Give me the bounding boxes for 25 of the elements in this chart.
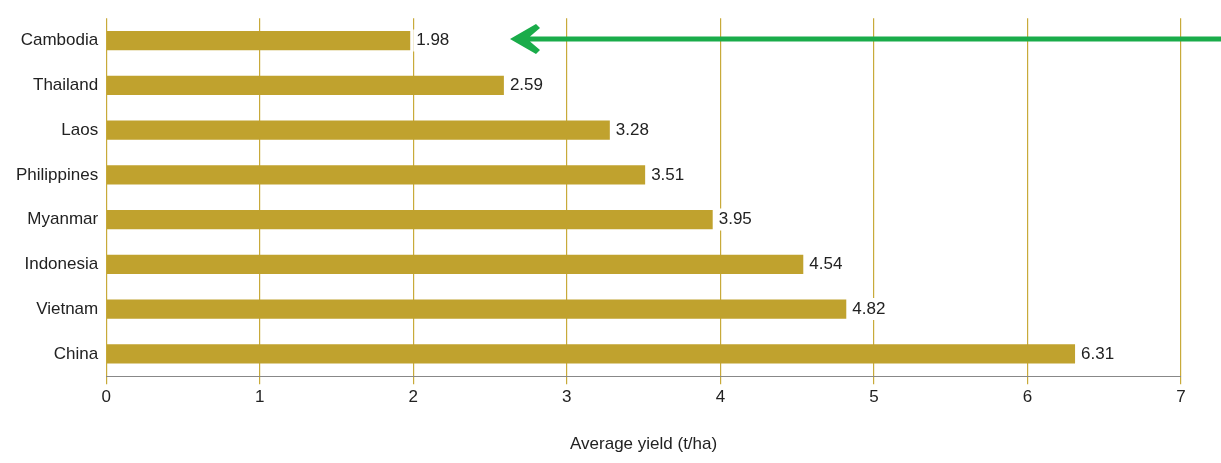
x-tick-label: 0 [101, 387, 111, 407]
y-tick-label: Thailand [33, 75, 99, 95]
y-tick-label: Cambodia [20, 30, 99, 50]
x-tick-label: 5 [869, 387, 879, 407]
y-tick-label: Laos [61, 119, 99, 139]
x-tick-label: 4 [715, 387, 726, 407]
data-label: 3.28 [615, 119, 649, 139]
data-label: 3.95 [718, 209, 752, 229]
x-tick-label: 6 [1022, 387, 1033, 407]
data-label: 6.31 [1081, 343, 1115, 363]
data-label: 4.54 [809, 254, 843, 274]
x-axis-title: Average yield (t/ha) [570, 434, 718, 454]
y-tick-label: Indonesia [24, 254, 99, 274]
data-label: 1.98 [416, 30, 450, 50]
x-tick-label: 3 [562, 387, 572, 407]
data-label: 3.51 [651, 164, 685, 184]
x-tick-label: 7 [1176, 387, 1186, 407]
y-tick-label: Vietnam [36, 298, 99, 318]
data-label: 2.59 [509, 75, 543, 95]
y-tick-label: China [53, 343, 99, 363]
y-tick-label: Myanmar [27, 209, 99, 229]
data-label: 4.82 [852, 298, 886, 318]
x-tick-label: 1 [255, 387, 265, 407]
x-tick-label: 2 [408, 387, 419, 407]
y-tick-label: Philippines [15, 164, 99, 184]
